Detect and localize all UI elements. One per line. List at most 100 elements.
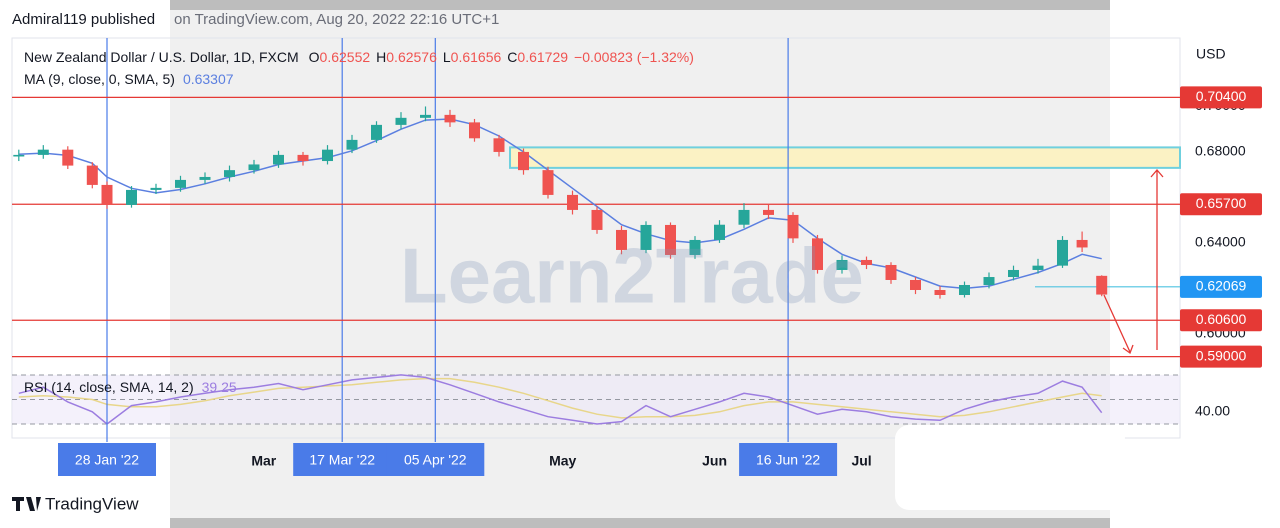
- date-marker-label: 17 Mar '22: [309, 452, 375, 468]
- top-bar: [170, 0, 1110, 10]
- date-marker-box: [739, 443, 838, 476]
- level-label: 0.70400: [1196, 88, 1247, 104]
- level-label: 0.60600: [1196, 311, 1247, 327]
- level-box: [1180, 86, 1262, 109]
- ohlc-key: O: [309, 49, 320, 65]
- level-label: 0.65700: [1196, 195, 1247, 211]
- candle-body: [665, 224, 676, 255]
- candle-body: [493, 138, 505, 152]
- watermark: Learn2Trade: [400, 232, 864, 320]
- candle-body: [199, 176, 211, 180]
- ma-legend: MA (9, close, 0, SMA, 5) 0.63307: [24, 71, 234, 87]
- currency: USD: [1196, 46, 1226, 62]
- ohlc-value: 0.61729: [517, 49, 568, 65]
- ohlc-key: H: [376, 49, 386, 65]
- date-marker-label: 16 Jun '22: [756, 452, 820, 468]
- date-marker-label: 05 Apr '22: [404, 452, 467, 468]
- candle-body: [983, 277, 995, 285]
- candle-body: [126, 189, 137, 205]
- candle-body: [86, 165, 98, 185]
- x-tick-label: May: [549, 453, 576, 469]
- ma-name: MA (9, close, 0, SMA, 5): [24, 71, 175, 87]
- rsi-tick-label: 40.00: [1195, 402, 1230, 418]
- candle-body: [175, 179, 186, 188]
- ohlc-key: L: [443, 49, 451, 65]
- candle-body: [37, 149, 49, 155]
- candle-body: [689, 239, 701, 255]
- candle-body: [371, 124, 382, 140]
- ohlc-value: 0.62552: [320, 49, 371, 65]
- candle-body: [812, 238, 823, 270]
- publisher: Admiral119 published: [12, 11, 155, 28]
- legend-line: New Zealand Dollar / U.S. Dollar, 1D, FX…: [24, 49, 694, 65]
- bottom-bar: [170, 518, 1110, 528]
- arrow-down: [1103, 294, 1134, 355]
- blur-patch: [895, 425, 1125, 510]
- ohlc-value: 0.61656: [451, 49, 502, 65]
- candle-body: [787, 214, 799, 239]
- candle-body: [959, 284, 970, 295]
- candle-body: [885, 264, 897, 280]
- candle-body: [13, 154, 25, 157]
- candle-body: [1096, 275, 1108, 295]
- date-marker-box: [58, 443, 156, 476]
- tv-logo: [12, 497, 41, 511]
- candle-body: [101, 184, 113, 205]
- rsi-value: 39.25: [202, 379, 237, 395]
- candle-body: [1076, 239, 1088, 248]
- y-tick-label: 0.64000: [1195, 234, 1246, 250]
- chart-title: New Zealand Dollar / U.S. Dollar, 1D, FX…: [24, 49, 299, 65]
- candle-body: [567, 194, 578, 210]
- candle-body: [273, 154, 284, 165]
- level-label: 0.59000: [1196, 347, 1247, 363]
- candle-body: [322, 149, 333, 162]
- candle-body: [1032, 265, 1044, 270]
- ohlc-change: −0.00823 (−1.32%): [574, 49, 694, 65]
- date-marker-box: [386, 443, 485, 476]
- y-tick-label: 0.68000: [1195, 143, 1246, 159]
- candle-body: [150, 187, 162, 190]
- date-marker-label: 28 Jan '22: [75, 452, 139, 468]
- candle-body: [248, 164, 260, 171]
- candle-body: [714, 224, 725, 240]
- candle-body: [62, 149, 74, 166]
- brand: TradingView: [45, 494, 139, 513]
- candle-body: [297, 154, 309, 162]
- ohlc-value: 0.62576: [386, 49, 437, 65]
- candle-body: [420, 114, 431, 118]
- x-tick-label: Jun: [702, 453, 727, 469]
- ma-value: 0.63307: [183, 71, 234, 87]
- level-box: [1180, 193, 1262, 216]
- candle-body: [836, 259, 848, 270]
- candle-body: [444, 114, 456, 123]
- candle-body: [518, 151, 529, 171]
- x-tick-label: Jul: [851, 453, 871, 469]
- candle-body: [1008, 269, 1019, 278]
- level-box: [1180, 309, 1262, 332]
- candle-body: [910, 279, 921, 290]
- candle-body: [469, 122, 480, 139]
- candle-body: [1057, 239, 1068, 266]
- ma-line: [18, 118, 1102, 290]
- candle-body: [224, 170, 235, 177]
- candle-body: [861, 259, 872, 265]
- x-tick-label: Mar: [251, 453, 276, 469]
- arrow-up: [1150, 169, 1164, 350]
- rsi-line: [18, 374, 1103, 425]
- candle-body: [934, 289, 946, 295]
- candle-body: [395, 117, 407, 125]
- candle-body: [346, 139, 358, 150]
- date-marker-box: [293, 443, 392, 476]
- candle-body: [763, 209, 774, 215]
- level-box: [1180, 345, 1262, 368]
- zone: [509, 146, 1181, 169]
- rsi-legend: RSI (14, close, SMA, 14, 2) 39.25: [24, 379, 237, 395]
- candle-body: [616, 229, 627, 250]
- ohlc-key: C: [507, 49, 517, 65]
- last-price-label: 0.62069: [1196, 278, 1247, 294]
- last-price-box: [1180, 275, 1262, 298]
- candle-body: [542, 170, 554, 195]
- source: on TradingView.com, Aug 20, 2022 22:16 U…: [174, 11, 499, 28]
- plot-frame: [11, 37, 1181, 439]
